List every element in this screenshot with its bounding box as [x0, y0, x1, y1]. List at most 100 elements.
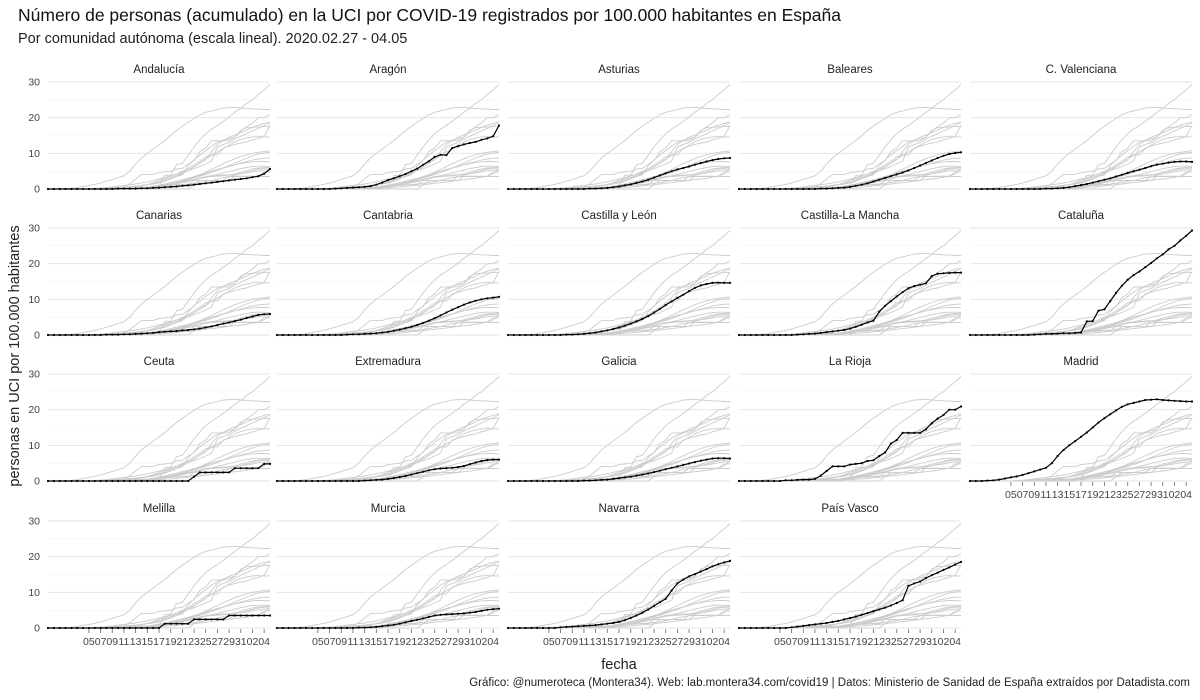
data-point — [410, 619, 413, 623]
data-point — [653, 471, 656, 474]
data-point — [670, 300, 673, 303]
data-point — [480, 459, 483, 463]
data-point — [468, 301, 471, 304]
data-point — [497, 295, 501, 298]
x-tick-label: 21 — [406, 636, 418, 648]
background-series-line — [508, 600, 731, 629]
data-point — [58, 187, 61, 191]
data-point — [606, 478, 609, 481]
data-point — [930, 422, 933, 425]
data-point — [322, 187, 325, 191]
data-point — [647, 608, 650, 611]
data-point — [802, 333, 805, 336]
data-point — [547, 187, 551, 191]
data-point — [99, 479, 102, 483]
x-tick-label: 11 — [1040, 489, 1051, 501]
x-tick-label: 02 — [707, 636, 719, 648]
data-point — [518, 333, 521, 337]
data-point — [837, 186, 840, 189]
data-point — [257, 467, 260, 470]
data-point — [357, 186, 360, 189]
data-point — [547, 479, 551, 483]
data-point — [1144, 398, 1147, 402]
data-point — [796, 478, 799, 481]
data-point — [357, 333, 360, 336]
data-point — [1021, 187, 1024, 191]
data-point — [635, 181, 638, 184]
data-point — [577, 479, 580, 483]
chart-caption: Gráfico: @numeroteca (Montera34). Web: l… — [469, 677, 1190, 689]
data-point — [1161, 398, 1164, 402]
data-point — [93, 479, 96, 483]
data-point — [239, 177, 242, 181]
data-point — [70, 479, 73, 483]
data-point — [506, 333, 510, 337]
data-point — [688, 462, 691, 465]
data-point — [588, 479, 591, 482]
data-point — [884, 304, 887, 307]
background-series-line — [277, 553, 500, 629]
x-tick-label: 13 — [130, 636, 142, 648]
data-point — [761, 187, 764, 191]
data-point — [980, 187, 983, 191]
x-tick-label: 11 — [347, 636, 358, 648]
data-point — [711, 457, 714, 460]
x-tick-label: 11 — [118, 636, 129, 648]
data-point — [1033, 333, 1036, 336]
data-point — [474, 610, 477, 614]
data-point — [157, 479, 161, 483]
data-point — [813, 187, 817, 191]
data-point — [474, 461, 477, 464]
data-point — [553, 333, 556, 337]
data-point — [381, 331, 384, 334]
data-point — [512, 479, 515, 483]
data-point — [802, 624, 805, 628]
x-tick-label: 19 — [1087, 489, 1099, 501]
data-point — [612, 186, 615, 189]
data-point — [427, 160, 430, 163]
data-point — [711, 565, 714, 568]
data-point — [381, 625, 384, 628]
data-point — [1039, 468, 1042, 471]
panel-title: Madrid — [1063, 356, 1098, 368]
x-tick-label: 05 — [1005, 489, 1017, 501]
data-point — [134, 332, 137, 335]
data-point — [954, 151, 957, 155]
data-point — [392, 329, 395, 332]
panel-cantabria: Cantabria — [275, 210, 501, 337]
data-point — [1085, 431, 1088, 434]
panel-pais-vasco: País Vasco 05 07 09 11 13 15 17 19 21 23 25 27 29 31 02… — [737, 503, 963, 648]
data-point — [457, 145, 460, 148]
background-series-line — [970, 106, 1192, 190]
data-point — [959, 151, 963, 154]
data-point — [676, 168, 679, 171]
data-point — [699, 570, 702, 573]
data-point — [553, 479, 556, 483]
data-point — [474, 299, 477, 302]
data-point — [311, 626, 314, 630]
data-point — [193, 183, 196, 186]
data-point — [281, 479, 284, 483]
data-point — [340, 333, 343, 337]
y-tick-label: 30 — [28, 369, 40, 381]
data-point — [105, 479, 108, 483]
data-point — [268, 167, 272, 171]
y-tick-label: 30 — [28, 516, 40, 528]
data-point — [239, 467, 242, 470]
data-point — [930, 574, 933, 577]
y-tick-label: 0 — [34, 330, 40, 342]
data-point — [954, 408, 957, 411]
data-point — [169, 479, 172, 483]
data-point — [299, 479, 302, 483]
data-point — [122, 187, 125, 190]
data-point — [986, 187, 989, 191]
data-point — [157, 186, 161, 189]
data-point — [653, 176, 656, 179]
background-series-line — [277, 545, 499, 629]
data-point — [773, 626, 776, 630]
data-point — [565, 625, 568, 629]
data-point — [451, 613, 454, 616]
data-point — [299, 626, 302, 630]
data-point — [889, 604, 893, 607]
y-tick-label: 10 — [28, 148, 40, 160]
